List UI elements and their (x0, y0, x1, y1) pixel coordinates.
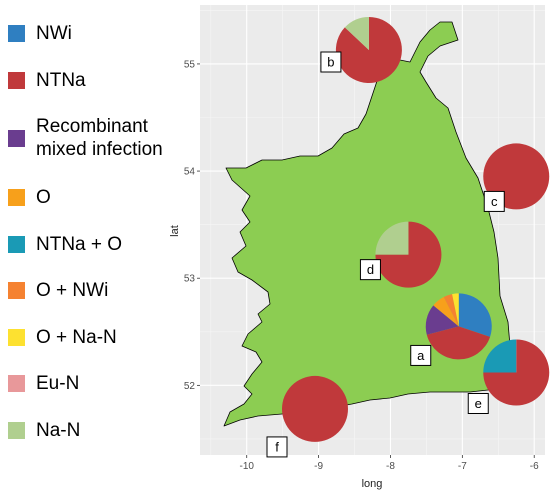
pie-label-a: a (410, 344, 432, 366)
pie-slice (344, 17, 369, 50)
x-tick-label: -7 (458, 461, 467, 472)
pie-label-box (320, 51, 342, 73)
pie-label-e: e (467, 393, 489, 414)
pie-b (335, 17, 402, 83)
pie-label-text: e (475, 396, 482, 411)
legend-swatch (8, 189, 25, 206)
pie-slice (483, 339, 517, 373)
pie-slice (375, 221, 409, 255)
legend-label: Na-N (36, 419, 81, 441)
y-tick-label: 52 (184, 381, 196, 392)
legend-swatch (8, 25, 25, 42)
legend-item: NTNa (8, 69, 86, 92)
pie-label-box (483, 190, 505, 212)
pie-label-box (266, 436, 288, 458)
y-axis-ticks: 52 53 54 55 (184, 59, 200, 392)
pie-slice (433, 297, 459, 327)
legend-swatch (8, 328, 25, 346)
pie-label-text: b (327, 55, 334, 70)
legend-label: O + Na-N (36, 326, 117, 348)
x-axis-ticks: -10 -9 -8 -7 -6 (239, 455, 539, 472)
x-tick-label: -8 (386, 461, 395, 472)
legend-swatch (8, 129, 25, 147)
pie-label-f: f (266, 436, 288, 458)
pie-charts: a b c d e f (266, 17, 550, 458)
legend-item: Recombinant mixed infection (8, 115, 178, 161)
pie-label-text: d (367, 262, 374, 277)
legend-item: Eu-N (8, 372, 79, 395)
legend-item: NWi (8, 22, 72, 45)
pie-label-text: c (491, 194, 498, 209)
y-tick-label: 53 (184, 274, 196, 285)
x-tick-label: -6 (530, 461, 539, 472)
pie-f (282, 375, 348, 442)
legend-swatch (8, 375, 25, 392)
y-axis-label: lat (169, 225, 181, 237)
legend-swatch (8, 71, 25, 89)
legend-label: O (36, 187, 51, 208)
x-tick-label: -10 (239, 461, 254, 472)
pie-e (483, 339, 550, 406)
pie-slice (425, 305, 459, 335)
pie-slice (452, 293, 459, 327)
pie-label-text: a (417, 348, 425, 363)
legend-label: O + NWi (36, 280, 109, 301)
legend-item: O (8, 186, 51, 209)
pie-slice (443, 294, 459, 327)
pie-a (425, 293, 492, 360)
legend-label: NWi (36, 23, 72, 44)
legend-swatch (8, 235, 25, 253)
pie-label-box (410, 344, 432, 366)
pie-slice (282, 375, 348, 442)
pie-slice (426, 326, 491, 360)
legend-label: NTNa (36, 69, 86, 91)
pie-slice (458, 293, 492, 337)
legend-label: NTNa + O (36, 233, 123, 255)
pie-label-box (467, 393, 489, 414)
pie-label-text: f (275, 439, 279, 454)
pie-label-box (359, 259, 381, 281)
legend-item: O + Na-N (8, 326, 117, 349)
legend-label: Eu-N (36, 373, 80, 394)
pie-d (375, 221, 442, 288)
y-tick-label: 55 (184, 59, 196, 70)
pie-label-b: b (320, 51, 342, 73)
pie-label-d: d (359, 259, 381, 281)
legend-item: O + NWi (8, 279, 108, 302)
legend-swatch (8, 282, 25, 299)
legend-swatch (8, 421, 25, 439)
pie-label-c: c (483, 190, 505, 212)
legend-label: Recombinant mixed infection (36, 116, 163, 160)
x-tick-label: -9 (314, 461, 323, 472)
x-axis-label: long (362, 478, 383, 490)
legend-item: Na-N (8, 419, 80, 442)
y-tick-label: 54 (184, 167, 196, 178)
legend-item: NTNa + O (8, 233, 122, 256)
